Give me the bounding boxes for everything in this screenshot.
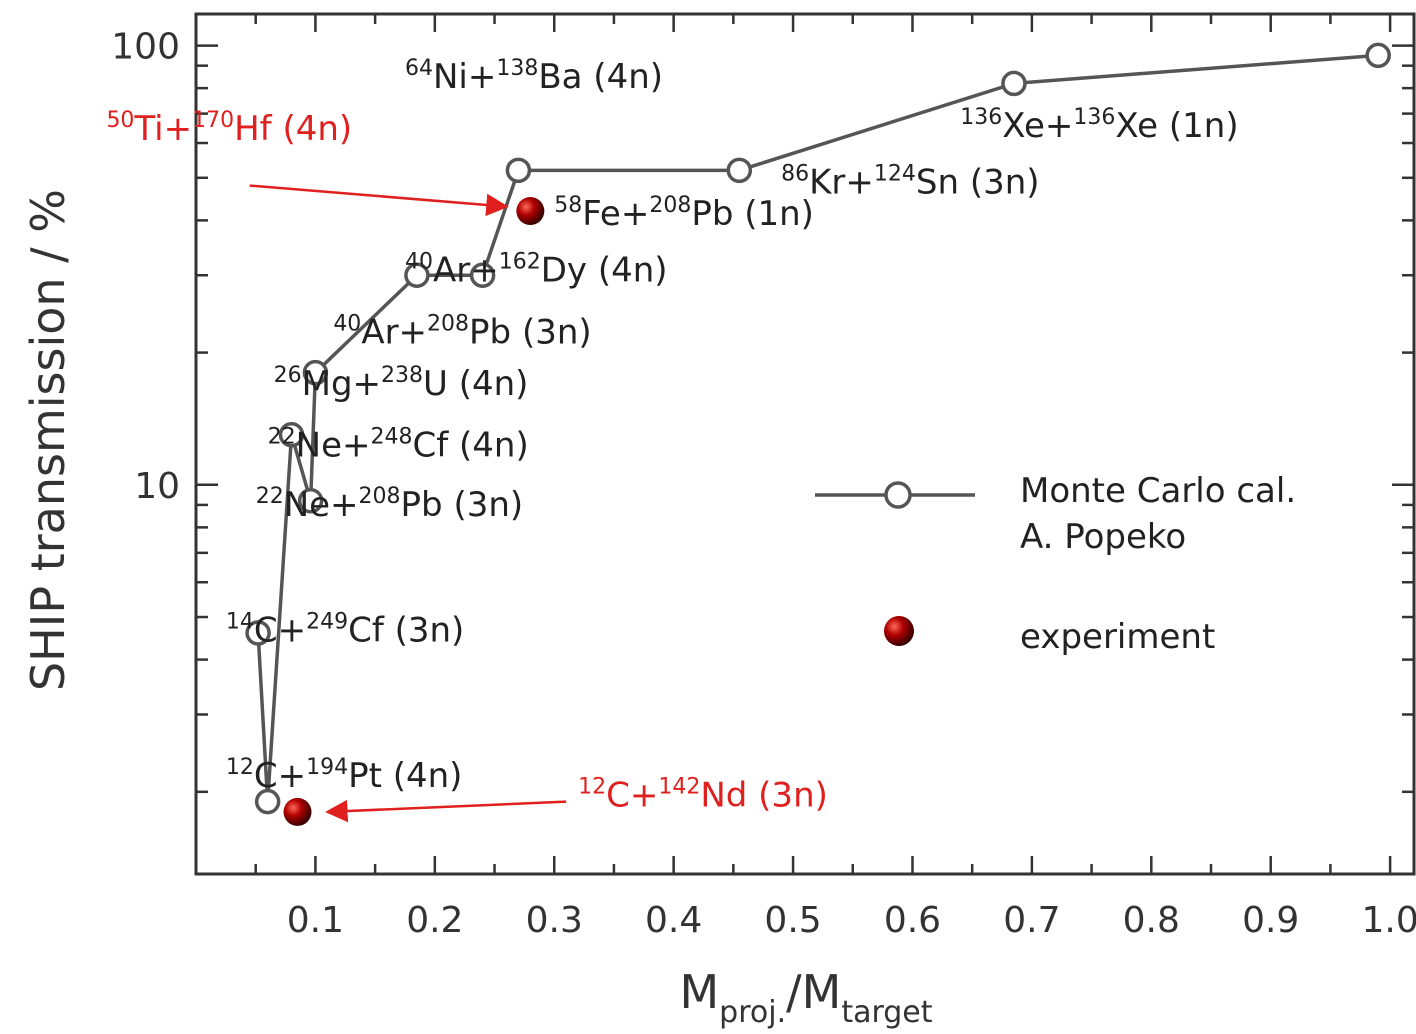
reaction-label: 22Ne+208Pb (3n) [256, 484, 523, 525]
legend-label: experiment [1020, 617, 1215, 657]
legend-experiment-marker [884, 616, 914, 646]
monte-carlo-point [726, 157, 753, 184]
legend: Monte Carlo cal. A. Popeko experiment [815, 471, 1296, 657]
monte-carlo-point [245, 620, 271, 646]
reaction-label: 22Ne+248Cf (4n) [268, 424, 529, 465]
plot-frame [194, 12, 1416, 876]
reaction-label: 12C+142Nd (3n) [578, 775, 828, 816]
x-tick-label: 0.4 [645, 900, 702, 941]
axes [194, 12, 1416, 876]
monte-carlo-point [278, 422, 305, 448]
x-tick-label: 0.9 [1242, 900, 1299, 941]
x-tick-label: 0.2 [406, 900, 463, 941]
legend-label: Monte Carlo cal. [1020, 471, 1296, 511]
reaction-label: 58Fe+208Pb (1n) [554, 193, 814, 234]
x-tick-label: 0.3 [526, 900, 583, 941]
legend-label: A. Popeko [1020, 517, 1186, 557]
legend-open-circle [884, 481, 912, 509]
y-tick-label: 100 [111, 27, 180, 68]
x-tick-label: 0.7 [1003, 900, 1060, 941]
reaction-label: 64Ni+138Ba (4n) [405, 56, 663, 97]
annotations: 64Ni+138Ba (4n) 136Xe+136Xe (1n) 86Kr+124S… [106, 56, 1238, 816]
red-arrow [325, 799, 567, 823]
reaction-label: 12C+194Pt (4n) [226, 755, 463, 796]
annotation-arrows [249, 184, 567, 823]
monte-carlo-point [469, 262, 496, 288]
monte-carlo-point [302, 359, 329, 386]
reaction-label: 50Ti+170Hf (4n) [106, 108, 352, 149]
monte-carlo-point [297, 487, 324, 514]
reaction-label: 86Kr+124Sn (3n) [781, 162, 1039, 203]
monte-carlo-point [1365, 42, 1391, 69]
reaction-label: 14C+249Cf (3n) [226, 609, 464, 650]
reaction-label: 136Xe+136Xe (1n) [960, 105, 1238, 146]
red-arrow [249, 184, 509, 217]
axis-titles: SHIP transmission / % Mproj./Mtarget [21, 189, 933, 1030]
tick-marks [196, 14, 1414, 874]
x-tick-label: 0.6 [884, 900, 941, 941]
x-axis-title: Mproj./Mtarget [679, 965, 932, 1030]
series [245, 42, 1391, 826]
reaction-label: 40Ar+208Pb (3n) [333, 311, 591, 352]
reaction-label: 40Ar+162Dy (4n) [405, 250, 668, 291]
experiment-point [516, 197, 545, 226]
tick-labels: 0.1 0.2 0.3 0.4 0.5 0.6 0.7 0.8 0.9 1.0 10 100 [111, 27, 1416, 941]
experiment-point [283, 797, 312, 826]
x-tick-label: 0.8 [1123, 900, 1180, 941]
reaction-label: 26Mg+238U (4n) [274, 363, 529, 404]
monte-carlo-point [404, 262, 430, 288]
x-tick-label: 0.5 [764, 900, 821, 941]
monte-carlo-point [254, 788, 281, 815]
monte-carlo-point [1001, 70, 1027, 97]
y-axis-title: SHIP transmission / % [21, 189, 75, 691]
monte-carlo-point [505, 157, 532, 184]
x-tick-label: 0.1 [287, 900, 344, 941]
y-tick-label: 10 [134, 466, 180, 507]
x-tick-label: 1.0 [1361, 900, 1416, 941]
